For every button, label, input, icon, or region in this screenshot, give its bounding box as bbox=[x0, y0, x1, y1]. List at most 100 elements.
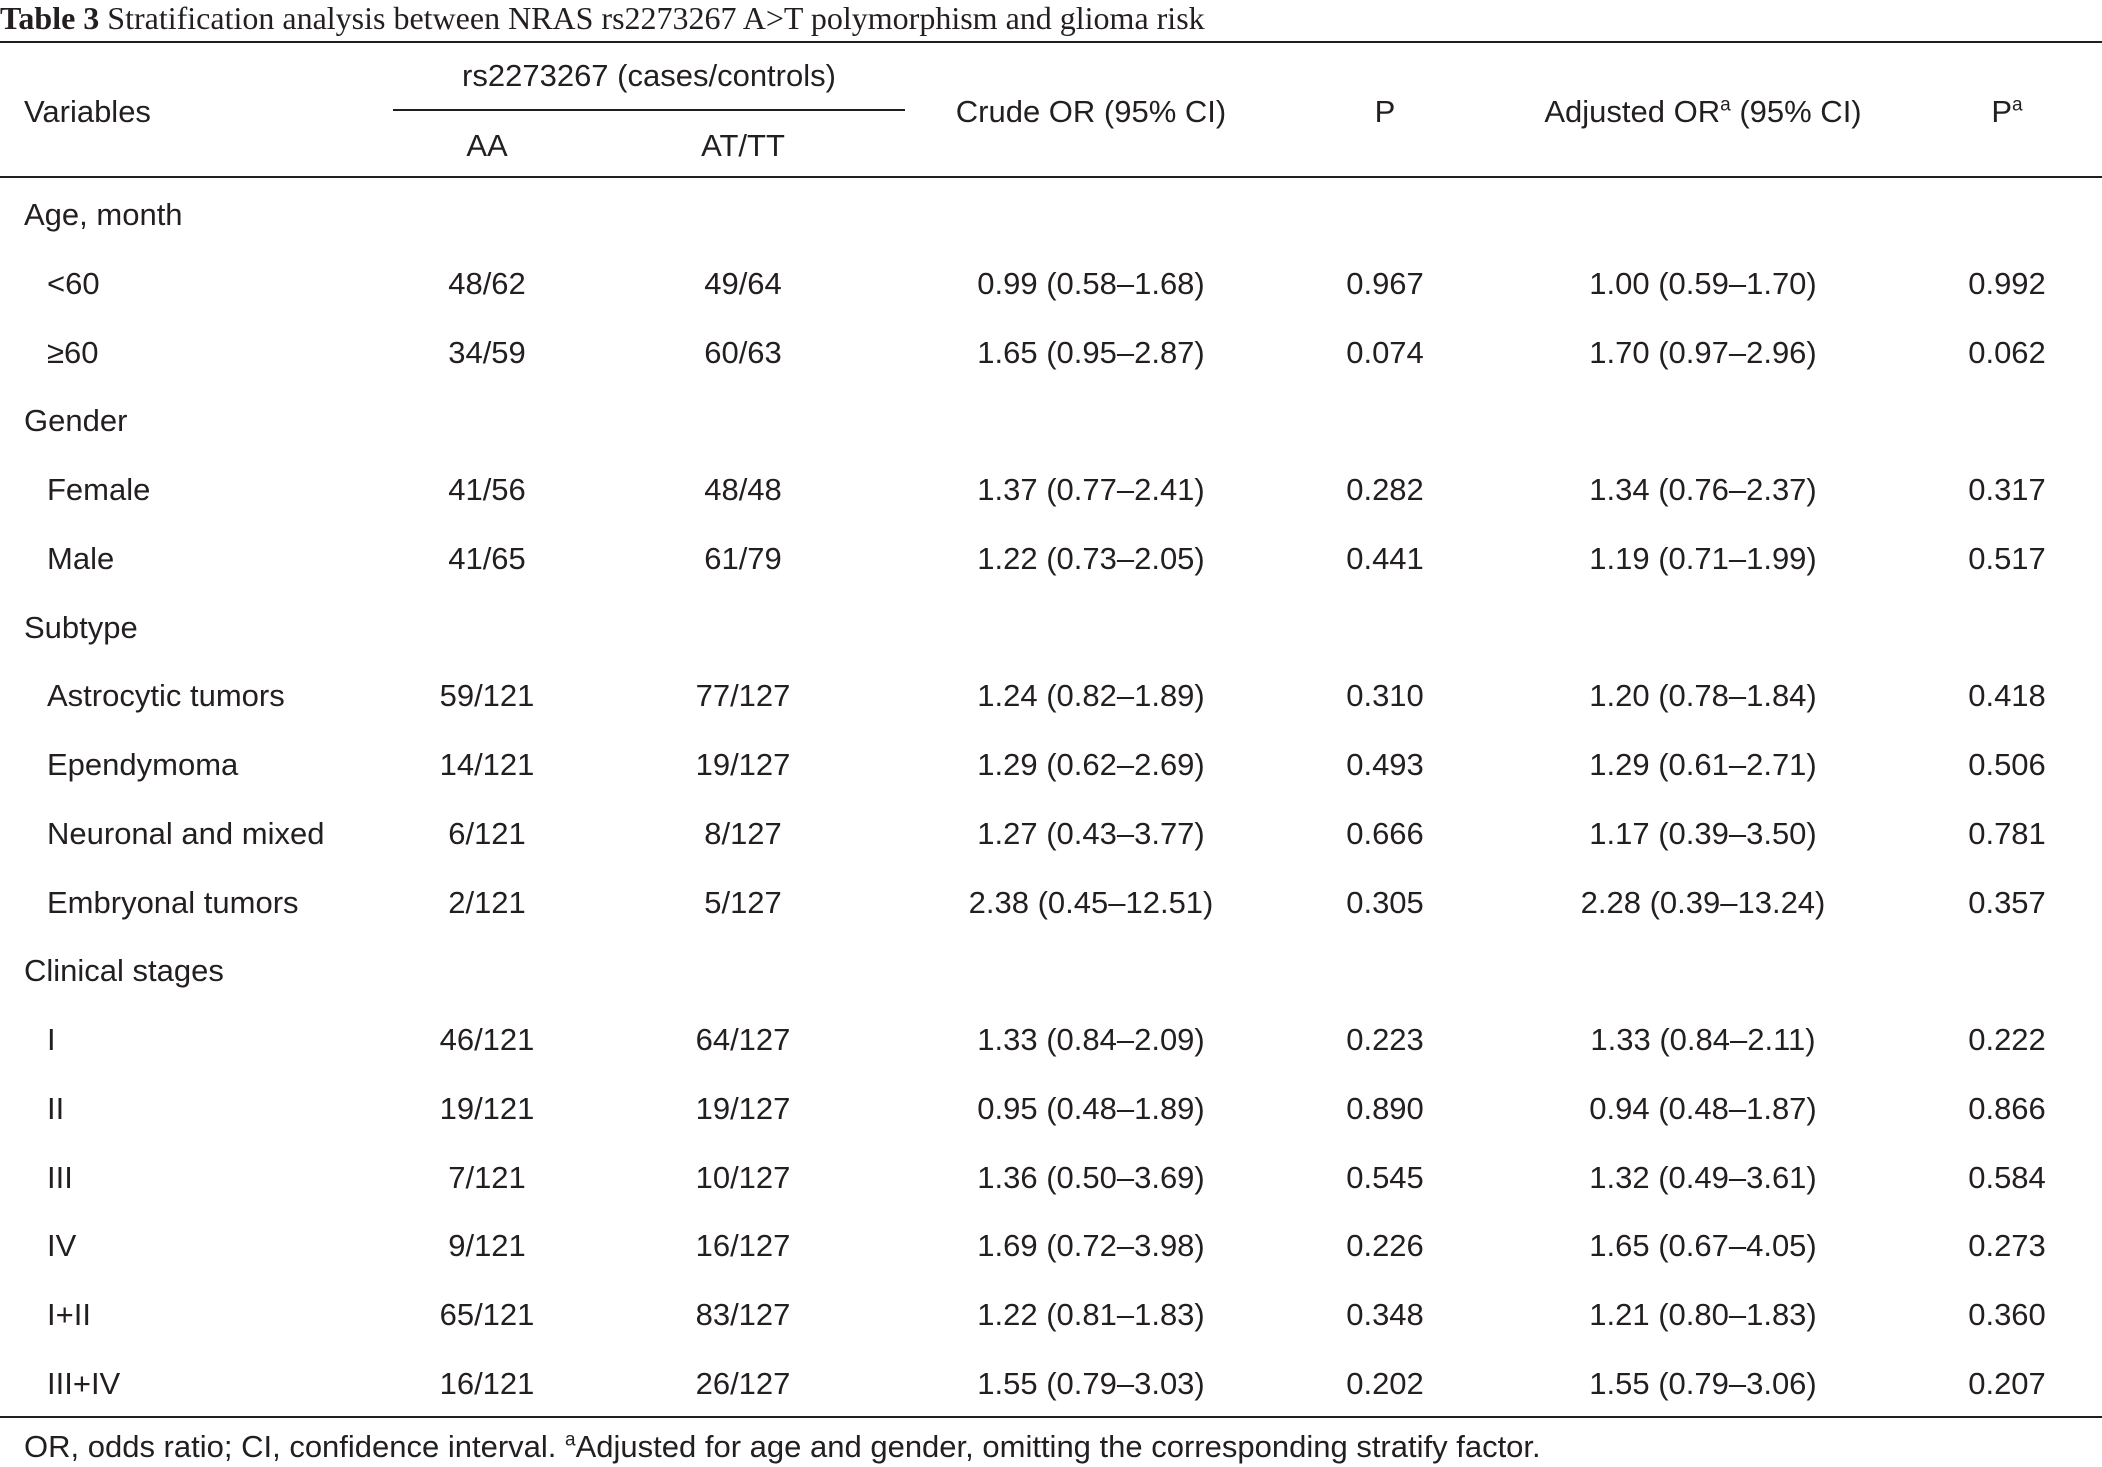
cell-p: 0.202 bbox=[1346, 1366, 1424, 1401]
cell-adjusted-or: 1.55 (0.79–3.06) bbox=[1589, 1366, 1817, 1401]
cell-crude-or: 1.36 (0.50–3.69) bbox=[977, 1160, 1205, 1195]
cell-p-adjusted: 0.317 bbox=[1968, 472, 2046, 507]
cell-p: 0.348 bbox=[1346, 1297, 1424, 1332]
header-crude-or: Crude OR (95% CI) bbox=[955, 94, 1227, 129]
cell-p-adjusted: 0.584 bbox=[1968, 1160, 2046, 1195]
table-footnote: OR, odds ratio; CI, confidence interval.… bbox=[24, 1427, 1541, 1467]
cell-crude-or: 1.22 (0.81–1.83) bbox=[977, 1297, 1205, 1332]
cell-adjusted-or: 1.19 (0.71–1.99) bbox=[1589, 541, 1817, 576]
cell-at-tt: 10/127 bbox=[695, 1160, 791, 1195]
row-label: Female bbox=[47, 472, 151, 507]
cell-p-adjusted: 0.222 bbox=[1968, 1022, 2046, 1057]
footnote-adjustment: Adjusted for age and gender, omitting th… bbox=[575, 1429, 1541, 1464]
group-label: Age, month bbox=[24, 197, 183, 232]
row-label: Neuronal and mixed bbox=[47, 816, 325, 851]
cell-adjusted-or: 1.00 (0.59–1.70) bbox=[1589, 266, 1817, 301]
cell-crude-or: 1.29 (0.62–2.69) bbox=[977, 747, 1205, 782]
cell-adjusted-or: 1.34 (0.76–2.37) bbox=[1589, 472, 1817, 507]
cell-at-tt: 19/127 bbox=[695, 747, 791, 782]
footnote-abbreviations: OR, odds ratio; CI, confidence interval. bbox=[24, 1429, 566, 1464]
cell-adjusted-or: 1.32 (0.49–3.61) bbox=[1589, 1160, 1817, 1195]
cell-aa: 6/121 bbox=[448, 816, 526, 851]
top-rule bbox=[0, 41, 2102, 43]
cell-aa: 41/56 bbox=[448, 472, 526, 507]
cell-at-tt: 5/127 bbox=[704, 885, 782, 920]
cell-aa: 14/121 bbox=[439, 747, 535, 782]
footnote-marker: a bbox=[565, 1429, 576, 1451]
header-adjusted-or-label: Adjusted OR bbox=[1544, 94, 1721, 129]
row-label: Astrocytic tumors bbox=[47, 678, 285, 713]
cell-crude-or: 1.24 (0.82–1.89) bbox=[977, 678, 1205, 713]
cell-p: 0.310 bbox=[1346, 678, 1424, 713]
cell-adjusted-or: 1.29 (0.61–2.71) bbox=[1589, 747, 1817, 782]
cell-crude-or: 1.65 (0.95–2.87) bbox=[977, 335, 1205, 370]
cell-crude-or: 1.33 (0.84–2.09) bbox=[977, 1022, 1205, 1057]
header-aa: AA bbox=[466, 128, 508, 163]
header-p-adjusted-sup: a bbox=[2012, 94, 2023, 116]
cell-aa: 16/121 bbox=[439, 1366, 535, 1401]
header-adjusted-or: Adjusted ORa (95% CI) bbox=[1544, 92, 1861, 132]
cell-at-tt: 64/127 bbox=[695, 1022, 791, 1057]
cell-at-tt: 77/127 bbox=[695, 678, 791, 713]
row-label: III bbox=[47, 1160, 73, 1195]
cell-p-adjusted: 0.992 bbox=[1968, 266, 2046, 301]
cell-p: 0.666 bbox=[1346, 816, 1424, 851]
row-label: I+II bbox=[47, 1297, 91, 1332]
cell-aa: 7/121 bbox=[448, 1160, 526, 1195]
cell-adjusted-or: 1.33 (0.84–2.11) bbox=[1590, 1022, 1816, 1057]
cell-p: 0.305 bbox=[1346, 885, 1424, 920]
cell-p-adjusted: 0.506 bbox=[1968, 747, 2046, 782]
header-genotype-group: rs2273267 (cases/controls) bbox=[462, 58, 836, 93]
header-p-adjusted: Pa bbox=[1991, 92, 2022, 132]
table-number: Table 3 bbox=[0, 0, 100, 36]
cell-at-tt: 26/127 bbox=[695, 1366, 791, 1401]
group-label: Clinical stages bbox=[24, 953, 224, 988]
row-label: Embryonal tumors bbox=[47, 885, 299, 920]
cell-at-tt: 19/127 bbox=[695, 1091, 791, 1126]
cell-crude-or: 1.69 (0.72–3.98) bbox=[977, 1228, 1205, 1263]
cell-adjusted-or: 0.94 (0.48–1.87) bbox=[1589, 1091, 1817, 1126]
cell-aa: 34/59 bbox=[448, 335, 526, 370]
cell-p-adjusted: 0.866 bbox=[1968, 1091, 2046, 1126]
row-label: Ependymoma bbox=[47, 747, 239, 782]
cell-crude-or: 1.27 (0.43–3.77) bbox=[977, 816, 1205, 851]
group-label: Subtype bbox=[24, 610, 138, 645]
cell-p-adjusted: 0.360 bbox=[1968, 1297, 2046, 1332]
cell-at-tt: 61/79 bbox=[704, 541, 782, 576]
cell-aa: 48/62 bbox=[448, 266, 526, 301]
cell-p-adjusted: 0.418 bbox=[1968, 678, 2046, 713]
cell-aa: 41/65 bbox=[448, 541, 526, 576]
cell-p-adjusted: 0.357 bbox=[1968, 885, 2046, 920]
cell-adjusted-or: 1.65 (0.67–4.05) bbox=[1589, 1228, 1817, 1263]
cell-adjusted-or: 1.21 (0.80–1.83) bbox=[1589, 1297, 1817, 1332]
table-caption: Table 3 Stratification analysis between … bbox=[0, 0, 1205, 40]
cell-adjusted-or: 1.17 (0.39–3.50) bbox=[1589, 816, 1817, 851]
table-title: Stratification analysis between NRAS rs2… bbox=[107, 0, 1205, 36]
row-label: IV bbox=[47, 1228, 77, 1263]
cell-p: 0.441 bbox=[1346, 541, 1424, 576]
row-label: Male bbox=[47, 541, 115, 576]
cell-p-adjusted: 0.781 bbox=[1968, 816, 2046, 851]
header-bottom-rule bbox=[0, 176, 2102, 178]
cell-crude-or: 1.55 (0.79–3.03) bbox=[977, 1366, 1205, 1401]
cell-p-adjusted: 0.273 bbox=[1968, 1228, 2046, 1263]
header-at-tt: AT/TT bbox=[701, 128, 785, 163]
cell-p: 0.493 bbox=[1346, 747, 1424, 782]
row-label: <60 bbox=[47, 266, 100, 301]
cell-aa: 9/121 bbox=[448, 1228, 526, 1263]
cell-p: 0.545 bbox=[1346, 1160, 1424, 1195]
cell-p: 0.967 bbox=[1346, 266, 1424, 301]
cell-crude-or: 2.38 (0.45–12.51) bbox=[968, 885, 1214, 920]
cell-p-adjusted: 0.517 bbox=[1968, 541, 2046, 576]
row-label: ≥60 bbox=[47, 335, 99, 370]
cell-aa: 65/121 bbox=[439, 1297, 535, 1332]
header-adjusted-or-sup: a bbox=[1720, 94, 1731, 116]
cell-p: 0.226 bbox=[1346, 1228, 1424, 1263]
cell-adjusted-or: 1.20 (0.78–1.84) bbox=[1589, 678, 1817, 713]
cell-crude-or: 0.95 (0.48–1.89) bbox=[977, 1091, 1205, 1126]
cell-at-tt: 48/48 bbox=[704, 472, 782, 507]
cell-p: 0.074 bbox=[1346, 335, 1424, 370]
cell-at-tt: 16/127 bbox=[695, 1228, 791, 1263]
cell-aa: 2/121 bbox=[448, 885, 526, 920]
cell-crude-or: 1.22 (0.73–2.05) bbox=[977, 541, 1205, 576]
